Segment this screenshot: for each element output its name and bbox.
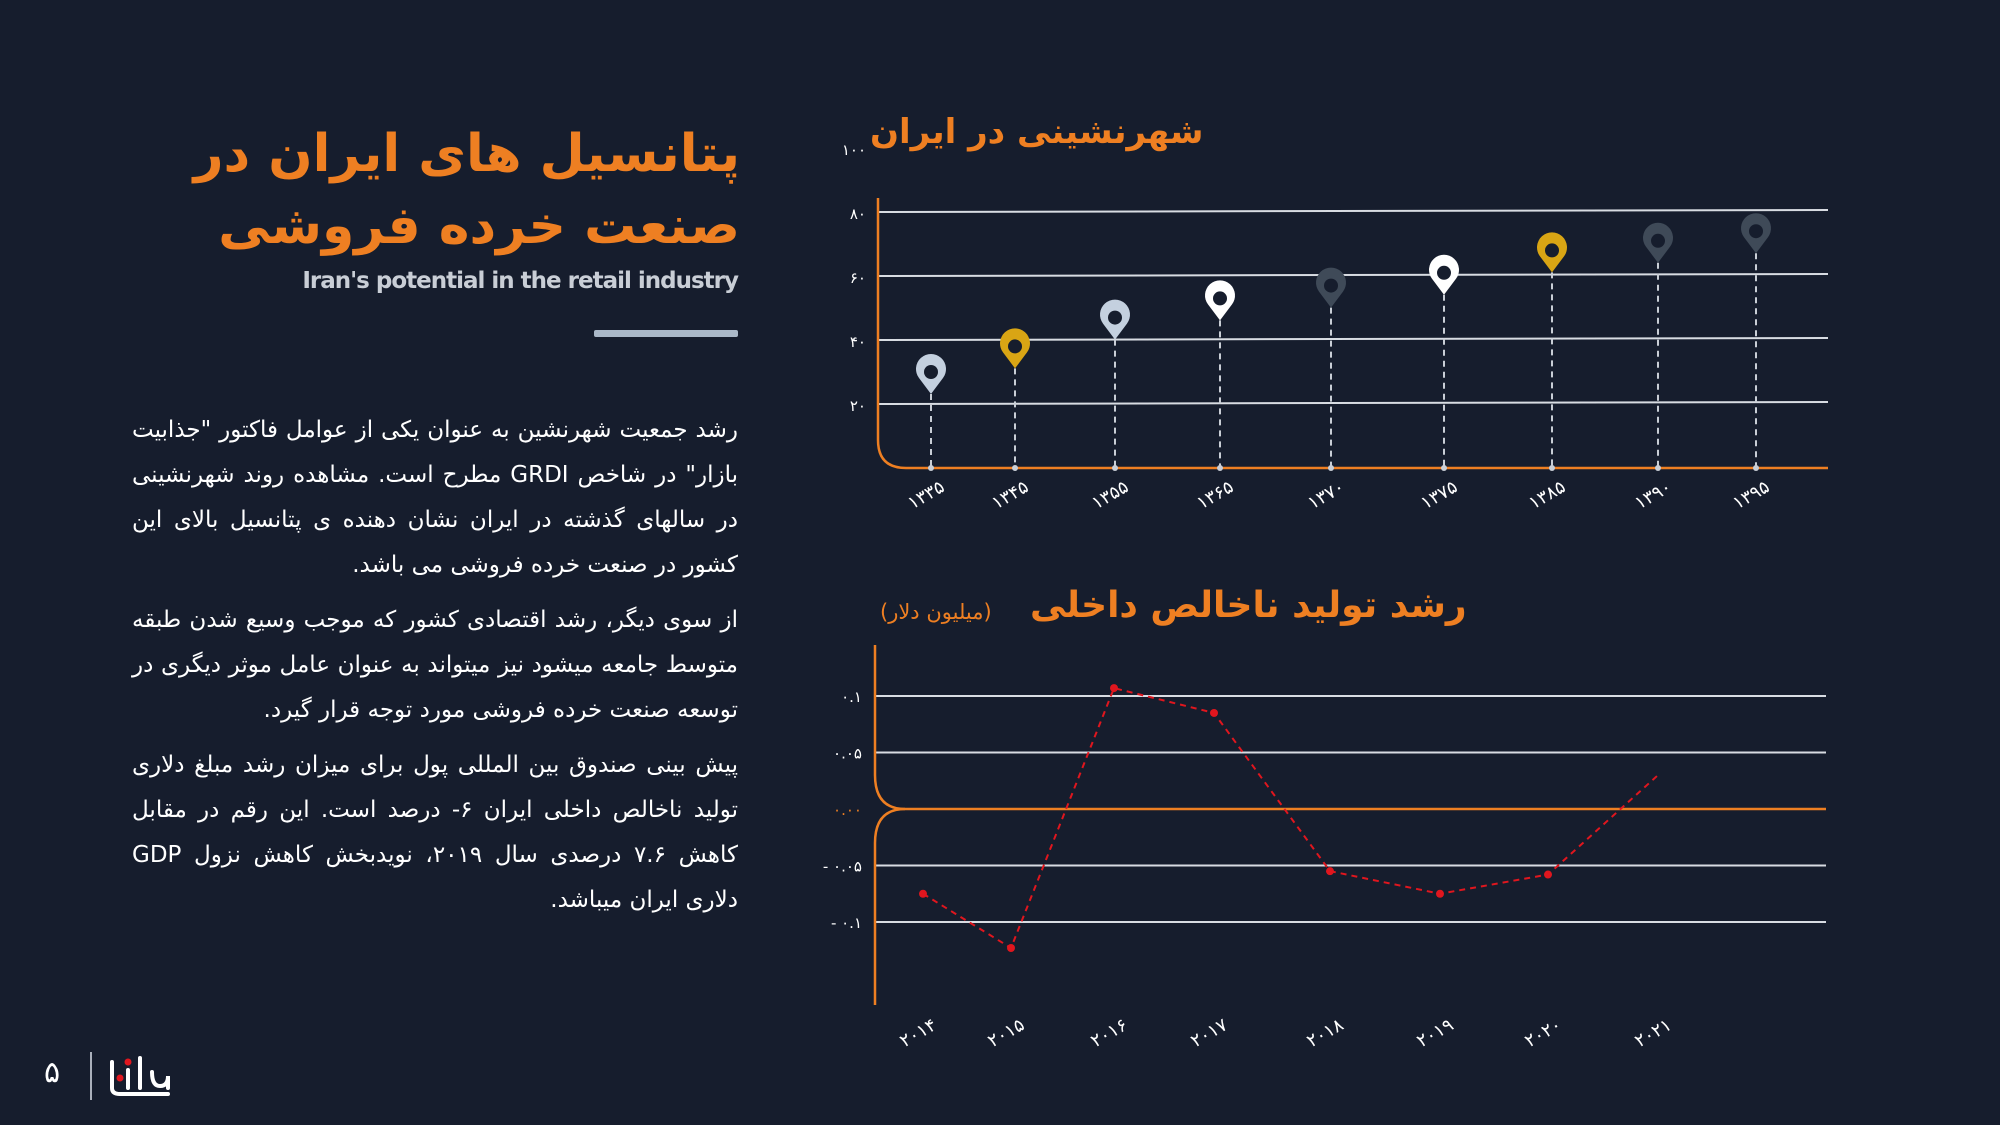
urbanization-pin-hole (1213, 291, 1227, 306)
gdp-axis-lower (873, 807, 906, 1005)
urbanization-base-dot (1112, 465, 1118, 471)
gdp-data-point (1436, 889, 1444, 898)
urbanization-pin-hole (1749, 224, 1763, 239)
title-divider (594, 330, 738, 337)
gdp-ytick-label: - ۰.۱ (831, 914, 862, 932)
page-subtitle: Iran's potential in the retail industry (302, 268, 739, 294)
gdp-series-line (922, 686, 1659, 950)
urbanization-xtick-label: ۱۳۹۰ (1631, 476, 1675, 514)
gdp-xtick-label: ۲۰۱۵ (984, 1014, 1028, 1052)
urbanization-pin-hole (1651, 233, 1665, 248)
urbanization-ytick-label: ۴۰ (850, 333, 866, 351)
gdp-data-point (919, 889, 927, 898)
urbanization-base-dot (1753, 465, 1759, 471)
page-title-line1: پتانسیل های ایران در (193, 124, 740, 184)
urbanization-xtick-label: ۱۳۸۵ (1525, 476, 1569, 514)
urbanization-ytick-label: ۱۰۰ (842, 141, 866, 159)
urbanization-base-dot (928, 465, 934, 471)
urbanization-xtick-label: ۱۳۹۵ (1729, 476, 1773, 514)
urbanization-base-dot (1012, 465, 1018, 471)
page-number: ۵ (44, 1055, 61, 1090)
gdp-ytick-label: ۰.۱ (841, 688, 862, 706)
gdp-xtick-label: ۲۰۲۱ (1631, 1014, 1675, 1052)
urbanization-ytick-label: ۸۰ (850, 205, 866, 223)
gdp-data-point (1544, 870, 1552, 879)
gdp-ytick-label: - ۰.۰۵ (823, 858, 862, 876)
gdp-xtick-label: ۲۰۱۹ (1413, 1014, 1457, 1052)
urbanization-base-dot (1655, 465, 1661, 471)
body-text: رشد جمعیت شهرنشین به عنوان یکی از عوامل … (132, 408, 738, 933)
urbanization-ytick-label: ۶۰ (850, 269, 866, 287)
urbanization-pin-hole (1008, 339, 1022, 354)
gdp-chart-title: رشد تولید ناخالص داخلی (1030, 585, 1467, 626)
footer-divider (90, 1052, 92, 1100)
urbanization-xtick-label: ۱۳۵۵ (1088, 476, 1132, 514)
paragraph-middle-class: از سوی دیگر، رشد اقتصادی کشور که موجب وس… (132, 607, 738, 723)
gdp-data-point (1110, 684, 1118, 693)
gdp-data-point (1210, 708, 1218, 717)
paragraph-imf-forecast: پیش بینی صندوق بین المللی پول برای میزان… (132, 752, 739, 913)
page-title-line2: صنعت خرده فروشی (218, 196, 740, 256)
urbanization-xtick-label: ۱۳۷۵ (1417, 476, 1461, 514)
gdp-ytick-label: ۰.۰۰ (833, 801, 862, 819)
gdp-xtick-label: ۲۰۱۷ (1187, 1014, 1231, 1052)
urbanization-axis (876, 198, 1828, 470)
gdp-xtick-label: ۲۰۱۸ (1303, 1014, 1347, 1052)
gdp-xtick-label: ۲۰۱۶ (1087, 1014, 1131, 1052)
gdp-chart-unit: (میلیون دلار) (880, 600, 992, 624)
urbanization-base-dot (1217, 465, 1223, 471)
gdp-data-point (1326, 867, 1334, 876)
urbanization-gridline (877, 273, 1829, 277)
urbanization-xtick-label: ۱۳۳۵ (904, 476, 948, 514)
urbanization-pin-hole (1324, 278, 1338, 293)
gdp-xtick-label: ۲۰۱۴ (896, 1014, 940, 1052)
gdp-data-point (1007, 943, 1015, 952)
urbanization-xtick-label: ۱۳۴۵ (988, 476, 1032, 514)
urbanization-base-dot (1328, 465, 1334, 471)
urbanization-gridline (877, 337, 1829, 341)
urbanization-pin-hole (1108, 310, 1122, 325)
gdp-xtick-label: ۲۰۲۰ (1521, 1014, 1565, 1052)
urbanization-xtick-label: ۱۳۷۰ (1304, 476, 1348, 514)
urbanization-base-dot (1441, 465, 1447, 471)
gdp-zero-axis-upper (873, 645, 1826, 811)
gdp-ytick-label: ۰.۰۵ (833, 745, 862, 763)
urbanization-ytick-label: ۲۰ (850, 397, 866, 415)
urbanization-chart-title: شهرنشینی در ایران (870, 112, 1204, 152)
urbanization-pin-hole (1545, 243, 1559, 258)
urbanization-pin-hole (1437, 265, 1451, 280)
urbanization-gridline (877, 401, 1829, 405)
urbanization-pin-hole (924, 365, 938, 379)
page-title: پتانسیل های ایران در صنعت خرده فروشی (160, 118, 740, 262)
urbanization-xtick-label: ۱۳۶۵ (1193, 476, 1237, 514)
bazaar-logo (110, 1056, 170, 1096)
urbanization-base-dot (1549, 465, 1555, 471)
urbanization-gridline (877, 209, 1829, 213)
paragraph-urbanization: رشد جمعیت شهرنشین به عنوان یکی از عوامل … (132, 417, 738, 578)
